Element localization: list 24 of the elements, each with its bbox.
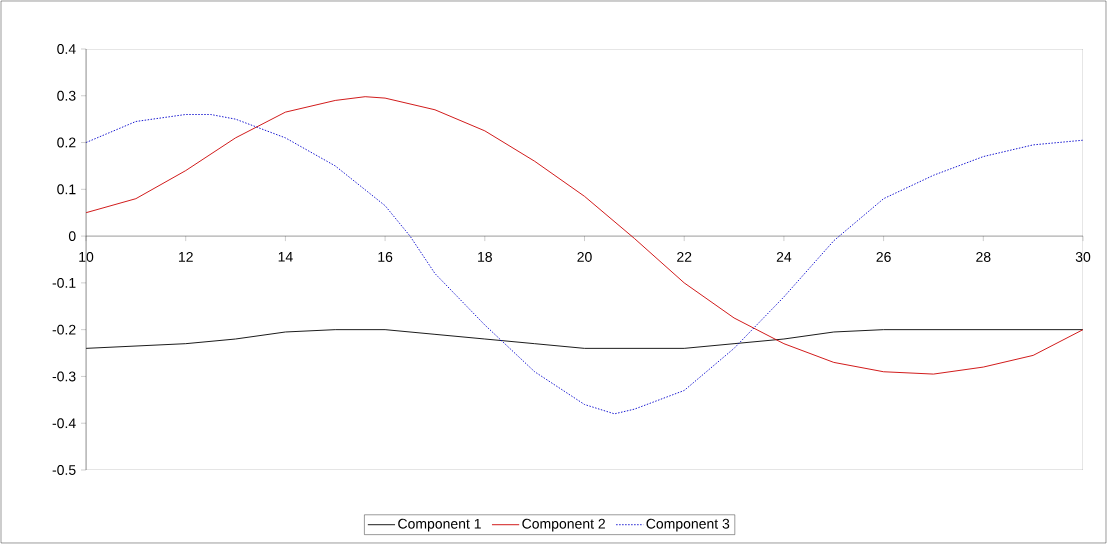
x-tick-label: 22 — [677, 251, 692, 262]
x-tick-label: 10 — [79, 251, 94, 262]
x-tick-label: 28 — [976, 251, 991, 262]
legend-label: Component 1 — [398, 518, 481, 532]
x-tick-label: 26 — [876, 251, 891, 262]
x-tick-label: 14 — [278, 251, 293, 262]
legend-label: Component 2 — [522, 518, 605, 532]
x-tick-label: 20 — [577, 251, 592, 262]
y-tick-label: -0.2 — [52, 324, 76, 335]
y-tick-label: 0.4 — [57, 44, 76, 54]
legend-label: Component 3 — [646, 518, 730, 532]
y-tick-label: -0.1 — [52, 277, 76, 288]
y-tick-label: -0.3 — [52, 371, 76, 382]
x-tick-label: 24 — [776, 251, 792, 262]
y-tick-label: 0 — [68, 231, 76, 242]
x-tick-label: 30 — [1075, 251, 1091, 262]
y-tick-label: 0.2 — [57, 137, 76, 148]
y-tick-label: 0.3 — [57, 90, 76, 101]
x-tick-label: 18 — [478, 251, 492, 262]
x-tick-label: 12 — [178, 251, 193, 262]
y-tick-label: -0.5 — [52, 465, 76, 475]
y-tick-label: 0.1 — [57, 184, 76, 195]
x-tick-label: 16 — [378, 251, 393, 262]
y-tick-label: -0.4 — [52, 418, 76, 429]
